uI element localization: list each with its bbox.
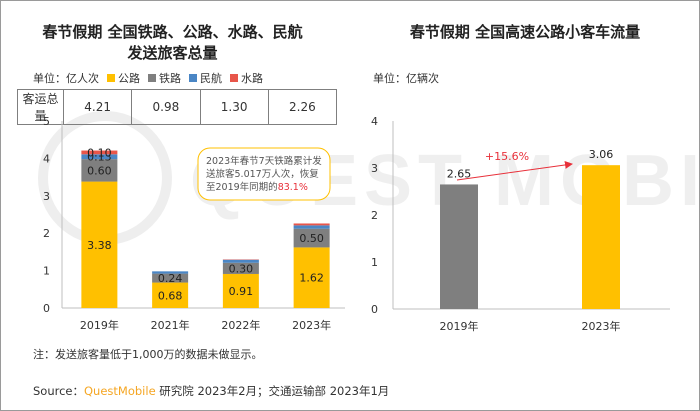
left-bar-segment [81, 150, 118, 155]
left-bar-segment [152, 271, 189, 274]
left-x-tick-label: 2021年 [151, 318, 190, 332]
left-data-label: 0.30 [229, 262, 254, 275]
legend-swatch-rail [148, 74, 156, 82]
right-y-tick-label: 3 [371, 162, 378, 175]
left-chart-title: 春节假期 全国铁路、公路、水路、民航 发送旅客总量 [0, 22, 345, 64]
left-bar-segment [293, 225, 330, 229]
legend-label-road: 公路 [118, 72, 140, 85]
source-rest: 研究院 2023年2月；交通运输部 2023年1月 [155, 384, 390, 398]
left-data-label: 0.50 [299, 232, 324, 245]
right-y-tick-label: 1 [371, 256, 378, 269]
right-x-tick-label: 2019年 [440, 319, 479, 333]
left-bar-segment [222, 259, 259, 263]
left-title-line1: 春节假期 全国铁路、公路、水路、民航 [42, 23, 303, 41]
right-bar-chart: 0 1 2 3 4 2.65 2019年 3.06 2023年 [371, 115, 670, 333]
left-bar-segment [293, 247, 330, 308]
right-y-tick-label: 0 [371, 303, 378, 316]
right-chart-title: 春节假期 全国高速公路小客车流量 [409, 23, 641, 41]
left-y-tick-label: 5 [43, 115, 50, 128]
legend-label-air: 民航 [200, 72, 222, 85]
table-row-header: 客运总量 [17, 89, 64, 125]
left-y-tick-label: 1 [43, 265, 50, 278]
left-unit-legend-row: 单位：亿人次 公路 铁路 民航 水路 [33, 70, 263, 86]
annotation-line3-prefix: 至2019年同期的 [206, 181, 278, 193]
table-cell-2022: 1.30 [199, 89, 269, 125]
left-bar-segment [293, 223, 330, 226]
legend-swatch-water [230, 74, 238, 82]
left-bar-segment [81, 181, 118, 308]
annotation-line3: 至2019年同期的83.1% [206, 181, 308, 193]
source-line: Source：QuestMobile 研究院 2023年2月；交通运输部 202… [33, 383, 389, 399]
legend-label-water: 水路 [241, 72, 263, 85]
right-x-tick-label: 2023年 [582, 319, 621, 333]
source-prefix: Source： [33, 384, 84, 398]
left-bar-segment [81, 154, 118, 160]
left-y-tick-label: 3 [43, 190, 50, 203]
right-bar [440, 184, 478, 309]
table-row: 客运总量 4.21 0.98 1.30 2.26 [17, 89, 338, 125]
table-cell-2021: 0.98 [131, 89, 201, 125]
legend-swatch-road [107, 74, 115, 82]
annotation-line3-highlight: 83.1% [278, 182, 308, 193]
legend-item-rail: 铁路 [148, 70, 181, 86]
left-data-label: 0.24 [158, 272, 183, 285]
left-data-label: 0.68 [158, 289, 183, 302]
left-bar-segment [222, 262, 259, 274]
left-data-label: 0.91 [229, 285, 254, 298]
legend-item-road: 公路 [107, 70, 140, 86]
right-data-label: 2.65 [447, 167, 472, 180]
table-cell-2023: 2.26 [267, 89, 338, 125]
left-bar-segment [152, 282, 189, 308]
left-bar-segment [152, 273, 189, 283]
left-y-tick-label: 0 [43, 302, 50, 315]
left-bar-segment [81, 159, 118, 182]
right-data-label: 3.06 [589, 148, 614, 161]
left-title-line2: 发送旅客总量 [127, 44, 218, 62]
annotation-callout: 2023年春节7天铁路累计发 送旅客5.017万人次，恢复 至2019年同期的8… [197, 147, 331, 201]
growth-annotation: +15.6% [456, 150, 573, 181]
left-bar-segment [293, 228, 330, 248]
left-x-tick-label: 2019年 [80, 318, 119, 332]
right-unit-label: 单位：亿辆次 [373, 72, 439, 85]
growth-arrow [456, 161, 573, 181]
footnote: 注：发送旅客量低于1,000万的数据未做显示。 [33, 348, 263, 361]
right-y-tick-label: 4 [371, 115, 378, 128]
annotation-line2: 送旅客5.017万人次，恢复 [206, 168, 319, 180]
legend-item-water: 水路 [230, 70, 263, 86]
left-unit-label: 单位：亿人次 [33, 72, 99, 85]
left-stacked-bar-chart: 0123453.380.600.130.102019年0.680.242021年… [43, 115, 345, 332]
left-y-tick-label: 4 [43, 152, 50, 165]
left-x-tick-label: 2022年 [221, 318, 260, 332]
right-bar [582, 165, 620, 309]
left-data-label: 3.38 [87, 239, 112, 252]
source-brand: QuestMobile [84, 384, 156, 398]
passenger-total-table: 客运总量 4.21 0.98 1.30 2.26 [17, 89, 338, 125]
legend-label-rail: 铁路 [159, 72, 181, 85]
left-x-tick-label: 2023年 [292, 318, 331, 332]
left-data-label: 0.60 [87, 164, 112, 177]
growth-label: +15.6% [485, 150, 529, 163]
left-bar-segment [222, 273, 259, 308]
legend-swatch-air [189, 74, 197, 82]
left-data-label: 0.10 [87, 146, 112, 159]
annotation-box [197, 147, 331, 201]
annotation-line1: 2023年春节7天铁路累计发 [206, 155, 322, 167]
legend-item-air: 民航 [189, 70, 222, 86]
left-y-tick-label: 2 [43, 227, 50, 240]
right-y-tick-label: 2 [371, 209, 378, 222]
left-data-label: 1.62 [299, 272, 324, 285]
